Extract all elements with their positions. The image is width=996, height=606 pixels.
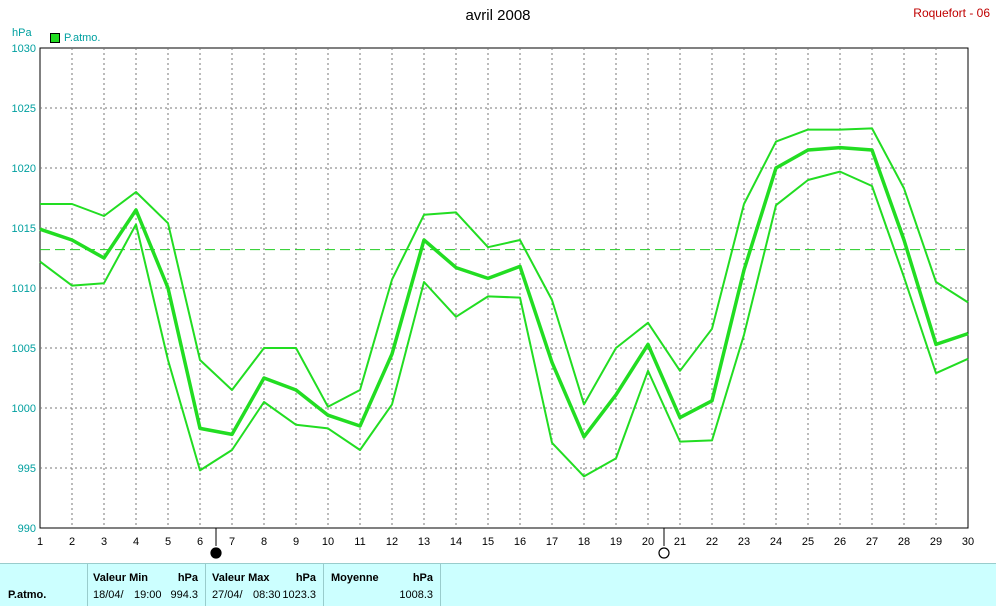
legend-label: P.atmo. [64,32,101,44]
y-tick-label: 1030 [12,43,36,55]
plot-area [39,47,969,529]
y-tick-label: 1000 [12,403,36,415]
x-tick-label: 6 [197,536,203,548]
y-axis-unit: hPa [12,27,32,39]
x-tick-label: 1 [37,536,43,548]
full-moon-icon [658,547,670,559]
x-tick-label: 11 [354,536,365,548]
x-tick-label: 12 [386,536,398,548]
avg-unit: hPa [412,572,433,584]
max-unit: hPa [295,572,316,584]
min-time: 19:00 [134,589,162,601]
series-line-p-atmo- [39,145,969,439]
y-tick-label: 1020 [12,163,36,175]
min-value: 994.3 [170,589,198,601]
summary-label-cell: P.atmo. [0,564,88,606]
x-tick-label: 20 [642,536,654,548]
legend: P.atmo. [50,32,101,44]
y-tick-label: 1005 [12,343,36,355]
x-tick-label: 9 [293,536,299,548]
x-tick-label: 8 [261,536,267,548]
x-tick-label: 13 [418,536,430,548]
new-moon-icon [210,547,222,559]
x-tick-label: 22 [706,536,718,548]
x-tick-label: 7 [229,536,235,548]
station-name: Roquefort - 06 [913,6,990,20]
x-tick-label: 30 [962,536,974,548]
y-tick-label: 1015 [12,223,36,235]
x-tick-label: 18 [578,536,590,548]
x-tick-label: 25 [802,536,814,548]
x-tick-label: 14 [450,536,462,548]
x-tick-label: 27 [866,536,878,548]
x-tick-label: 28 [898,536,910,548]
x-tick-label: 24 [770,536,782,548]
x-tick-label: 3 [101,536,107,548]
y-tick-label: 1010 [12,283,36,295]
avg-header: Moyenne [331,572,379,584]
y-tick-label: 1025 [12,103,36,115]
series-line-max [40,127,969,408]
summary-min-cell: Valeur Min hPa 18/04/ 19:00 994.3 [88,564,206,606]
max-time: 08:30 [253,589,281,601]
y-tick-label: 995 [18,463,36,475]
x-tick-label: 4 [133,536,139,548]
x-tick-label: 17 [546,536,558,548]
summary-avg-cell: Moyenne hPa 1008.3 [324,564,441,606]
summary-bar: P.atmo. Valeur Min hPa 18/04/ 19:00 994.… [0,563,996,606]
x-tick-label: 29 [930,536,942,548]
max-value: 1023.3 [282,589,316,601]
x-tick-label: 19 [610,536,622,548]
y-tick-label: 990 [18,523,36,535]
max-date: 27/04/ [212,589,243,601]
x-tick-label: 26 [834,536,846,548]
x-tick-label: 10 [322,536,334,548]
x-tick-label: 21 [674,536,686,548]
series-line-min [39,170,969,478]
x-tick-label: 5 [165,536,171,548]
x-tick-label: 15 [482,536,494,548]
x-tick-label: 2 [69,536,75,548]
x-tick-label: 16 [514,536,526,548]
summary-max-cell: Valeur Max hPa 27/04/ 08:30 1023.3 [206,564,324,606]
min-date: 18/04/ [93,589,124,601]
min-unit: hPa [177,572,198,584]
x-tick-label: 23 [738,536,750,548]
legend-swatch [50,33,60,43]
min-header: Valeur Min [93,572,149,584]
avg-value: 1008.3 [399,589,433,601]
max-header: Valeur Max [212,572,270,584]
summary-row-label: P.atmo. [8,589,47,601]
chart-title: avril 2008 [465,7,531,24]
